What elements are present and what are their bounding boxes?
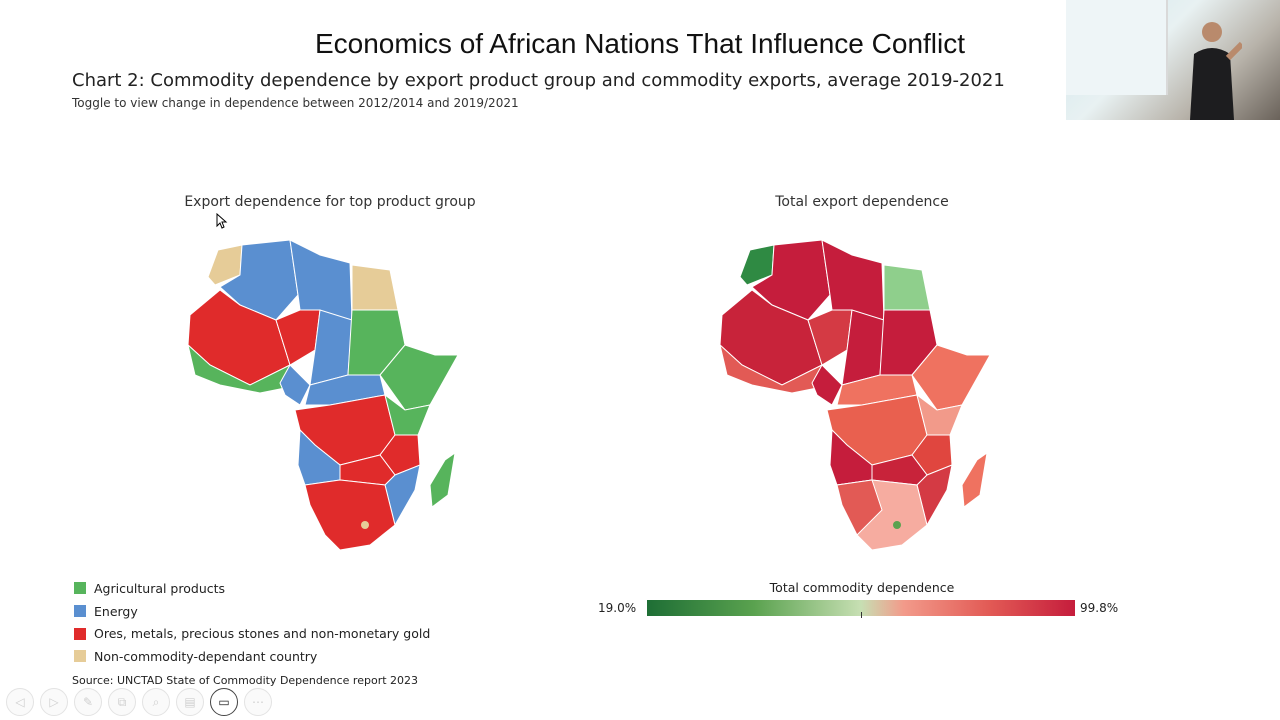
left-map <box>187 239 459 551</box>
legend-item-agricultural: Agricultural products <box>74 577 430 600</box>
legend-swatch <box>74 582 86 595</box>
slide-title: Economics of African Nations That Influe… <box>314 28 966 59</box>
scale-tick <box>861 612 862 618</box>
forward-icon[interactable]: ▷ <box>40 688 68 716</box>
subtitles-icon[interactable]: ▤ <box>176 688 204 716</box>
region-morocco <box>739 244 775 286</box>
legend-swatch <box>74 605 86 618</box>
legend-swatch <box>74 627 86 640</box>
region-egypt <box>351 264 399 311</box>
more-icon[interactable]: ⋯ <box>244 688 272 716</box>
region-east-africa <box>916 393 963 436</box>
right-map <box>719 239 991 551</box>
region-libya <box>289 239 353 321</box>
category-legend: Agricultural products Energy Ores, metal… <box>74 577 430 668</box>
scale-max-label: 99.8% <box>1080 601 1119 615</box>
region-nigeria <box>279 364 311 406</box>
presenter-figure <box>1190 22 1242 120</box>
zoom-icon[interactable]: ⌕ <box>142 688 170 716</box>
region-madagascar <box>961 451 988 508</box>
region-mozambique <box>916 464 953 527</box>
left-map-title: Export dependence for top product group <box>184 194 476 210</box>
source-note: Source: UNCTAD State of Commodity Depend… <box>72 674 419 687</box>
projection-screen <box>1066 0 1168 95</box>
region-mozambique <box>384 464 421 527</box>
legend-label: Agricultural products <box>94 580 226 596</box>
back-icon[interactable]: ◁ <box>6 688 34 716</box>
pen-icon[interactable]: ✎ <box>74 688 102 716</box>
scale-title: Total commodity dependence <box>769 580 955 595</box>
chart-subtitle: Toggle to view change in dependence betw… <box>72 96 519 110</box>
mouse-cursor-icon <box>216 213 228 229</box>
region-morocco <box>207 244 243 286</box>
region-libya <box>821 239 885 321</box>
region-egypt <box>883 264 931 311</box>
region-nigeria <box>811 364 843 406</box>
right-map-title: Total export dependence <box>775 194 949 210</box>
copy-icon[interactable]: ⧉ <box>108 688 136 716</box>
legend-label: Ores, metals, precious stones and non-mo… <box>94 626 431 642</box>
presenter-video[interactable] <box>1066 0 1280 120</box>
region-madagascar <box>429 451 456 508</box>
legend-item-non-commodity: Non-commodity-dependant country <box>74 645 430 668</box>
legend-swatch <box>74 650 86 663</box>
slideshow-toolbar: ◁ ▷ ✎ ⧉ ⌕ ▤ ▭ ⋯ <box>6 688 272 716</box>
legend-label: Energy <box>94 603 138 619</box>
scale-min-label: 19.0% <box>598 601 637 615</box>
legend-item-energy: Energy <box>74 600 430 623</box>
region-southern-africa <box>304 479 396 551</box>
color-scale-bar <box>647 600 1075 616</box>
legend-label: Non-commodity-dependant country <box>94 648 318 664</box>
camera-icon[interactable]: ▭ <box>210 688 238 716</box>
legend-item-ores: Ores, metals, precious stones and non-mo… <box>74 622 430 645</box>
region-east-africa <box>384 393 431 436</box>
chart-title: Chart 2: Commodity dependence by export … <box>72 70 1005 91</box>
region-namibia-botswana <box>836 479 883 536</box>
